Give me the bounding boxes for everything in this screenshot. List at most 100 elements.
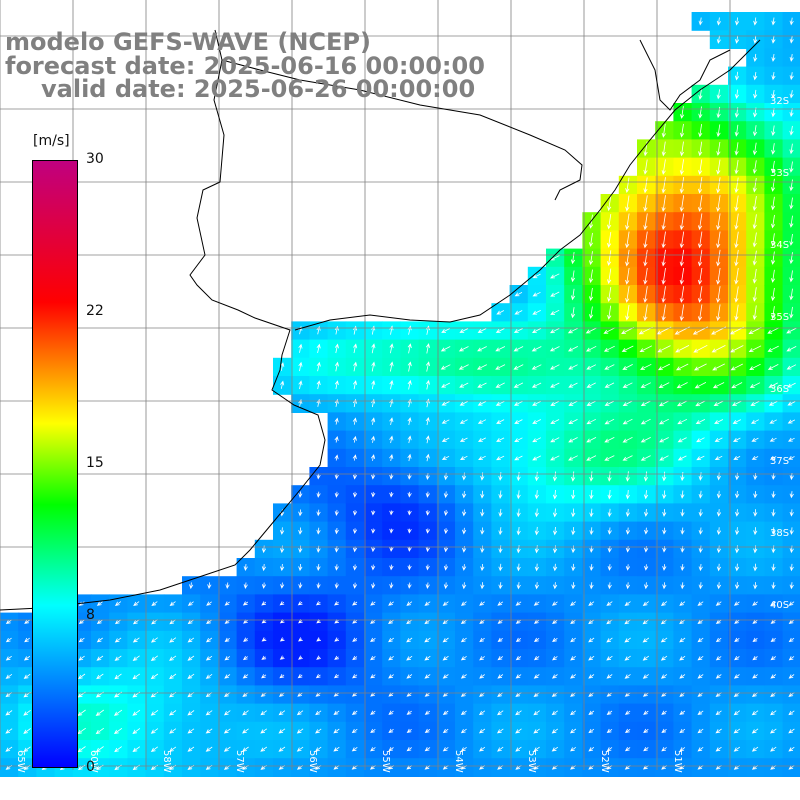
wind-arrow (206, 601, 212, 606)
wind-arrow (549, 327, 560, 334)
wind-cell (691, 430, 711, 450)
wind-cell (691, 703, 711, 723)
wind-arrow (735, 527, 740, 536)
wind-cell (527, 394, 547, 413)
wind-arrow (205, 710, 213, 716)
wind-cell (455, 594, 474, 614)
wind-arrow (78, 673, 86, 680)
wind-arrow (771, 287, 776, 302)
wind-arrow (498, 563, 503, 572)
wind-arrow (735, 582, 740, 590)
wind-arrow (297, 601, 303, 606)
lon-label: 57W (234, 750, 245, 773)
wind-cell (509, 448, 529, 468)
wind-arrow (407, 528, 412, 534)
wind-arrow (680, 527, 685, 535)
wind-arrow (407, 343, 412, 354)
wind-cell (691, 339, 711, 359)
wind-cell (655, 612, 674, 632)
wind-cell (673, 376, 693, 395)
wind-arrow (479, 619, 485, 624)
wind-cell (673, 685, 693, 705)
wind-arrow (607, 305, 612, 320)
wind-cell (691, 758, 711, 777)
wind-arrow (370, 728, 376, 734)
wind-arrow (603, 345, 615, 352)
wind-arrow (697, 195, 703, 212)
wind-arrow (407, 564, 412, 571)
wind-cell (655, 430, 674, 450)
wind-cell (291, 685, 310, 705)
wind-arrow (406, 655, 413, 661)
wind-arrow (714, 437, 723, 442)
wind-arrow (5, 637, 12, 643)
wind-cell (309, 612, 329, 632)
wind-cell (236, 612, 256, 632)
wind-cell (455, 321, 474, 341)
wind-arrow (205, 746, 213, 752)
wind-arrow (788, 710, 795, 716)
wind-cell (309, 667, 329, 686)
wind-arrow (586, 418, 596, 425)
wind-cell (218, 758, 238, 777)
wind-arrow (389, 582, 394, 589)
wind-arrow (679, 159, 684, 176)
wind-arrow (589, 306, 594, 319)
wind-arrow (697, 619, 704, 625)
wind-arrow (787, 437, 795, 442)
wind-cell (746, 667, 765, 686)
wind-arrow (424, 728, 431, 734)
wind-cell (455, 376, 474, 395)
wind-arrow (789, 306, 794, 319)
wind-arrow (751, 746, 759, 752)
wind-arrow (752, 250, 757, 266)
wind-arrow (660, 601, 668, 606)
wind-arrow (625, 490, 630, 500)
wind-arrow (5, 655, 12, 661)
wind-arrow (388, 619, 395, 625)
wind-arrow (771, 125, 776, 137)
wind-arrow (771, 196, 776, 211)
wind-arrow (753, 53, 758, 63)
wind-cell (546, 412, 565, 432)
wind-cell (546, 266, 565, 286)
wind-arrow (735, 35, 740, 44)
wind-arrow (713, 400, 724, 407)
wind-arrow (261, 637, 267, 642)
wind-cell (764, 448, 784, 468)
wind-cell (618, 740, 638, 759)
wind-arrow (642, 674, 649, 679)
wind-cell (546, 248, 565, 268)
wind-arrow (333, 692, 340, 697)
wind-cell (273, 703, 292, 723)
wind-arrow (735, 509, 740, 517)
wind-cell (254, 649, 274, 668)
wind-arrow (280, 380, 285, 389)
wind-arrow (223, 746, 231, 752)
wind-cell (764, 412, 784, 432)
wind-cell (364, 703, 383, 723)
wind-arrow (279, 674, 285, 679)
wind-arrow (298, 619, 303, 624)
wind-cell (327, 685, 347, 705)
wind-cell (655, 321, 674, 341)
wind-arrow (260, 728, 268, 734)
wind-arrow (371, 361, 376, 372)
wind-cell (746, 321, 765, 341)
wind-cell (309, 721, 329, 741)
wind-cell (618, 630, 638, 650)
wind-arrow (657, 345, 671, 353)
wind-arrow (459, 437, 468, 442)
wind-arrow (478, 746, 486, 752)
wind-arrow (643, 213, 648, 231)
wind-arrow (767, 327, 780, 334)
colorbar-tick-30: 30 (86, 151, 104, 167)
wind-cell (509, 685, 529, 705)
wind-cell (509, 667, 529, 686)
wind-cell (254, 630, 274, 650)
wind-arrow (497, 619, 503, 624)
wind-cell (218, 667, 238, 686)
wind-arrow (515, 674, 522, 679)
wind-cell (655, 394, 674, 413)
wind-arrow (460, 710, 467, 716)
